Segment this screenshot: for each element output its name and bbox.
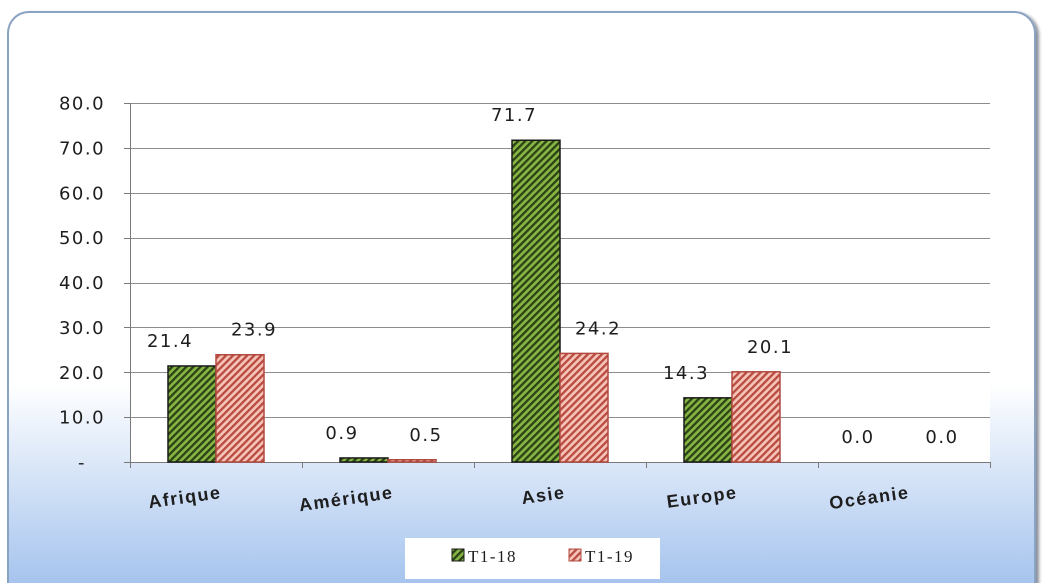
category-labels: Afrique Amérique Asie Europe Océanie [147,482,911,515]
data-label: 0.0 [841,427,874,448]
category-label: Asie [520,482,566,508]
data-label: 24.2 [575,318,621,339]
data-label: 71.7 [491,105,537,126]
y-tick-label: - [78,453,86,474]
y-tick-label: 30.0 [59,318,105,339]
category-label: Amérique [298,482,395,515]
y-tick-label: 70.0 [59,138,105,159]
bar [559,352,609,463]
legend-label: T1-18 [468,547,517,566]
bar [683,397,733,463]
bar [215,353,265,463]
y-tick-label: 60.0 [59,183,105,204]
y-tick-label: 20.0 [59,363,105,384]
category-label: Océanie [828,482,911,513]
y-tick-label: 10.0 [59,408,105,429]
legend-item: T1-18 [451,547,517,566]
data-label: 21.4 [147,331,193,352]
bar [511,139,561,463]
data-labels: 21.4 0.9 71.7 14.3 0.0 23.9 0.5 24.2 20.1 0.0 [147,105,958,448]
legend-item: T1-19 [568,547,634,566]
bar [387,459,437,463]
y-tick-label: 50.0 [59,228,105,249]
bars [167,139,781,463]
data-label: 20.1 [747,337,793,358]
bar [167,365,217,463]
legend-swatch [451,548,465,562]
bar [339,457,389,463]
data-label: 14.3 [663,363,709,384]
legend-box [405,538,660,579]
category-label: Europe [665,482,738,512]
bar [731,371,781,463]
y-tick-label: 80.0 [59,94,105,115]
data-label: 0.5 [409,425,442,446]
data-label: 0.0 [925,427,958,448]
data-label: 0.9 [325,423,358,444]
legend-label: T1-19 [585,547,634,566]
y-tick-label: 40.0 [59,273,105,294]
data-label: 23.9 [231,320,277,341]
legend: T1-18 T1-19 [405,538,660,579]
category-label: Afrique [147,482,223,512]
legend-swatch [568,548,582,562]
y-axis-ticks: - 10.0 20.0 30.0 40.0 50.0 60.0 70.0 80.0 [59,94,130,474]
